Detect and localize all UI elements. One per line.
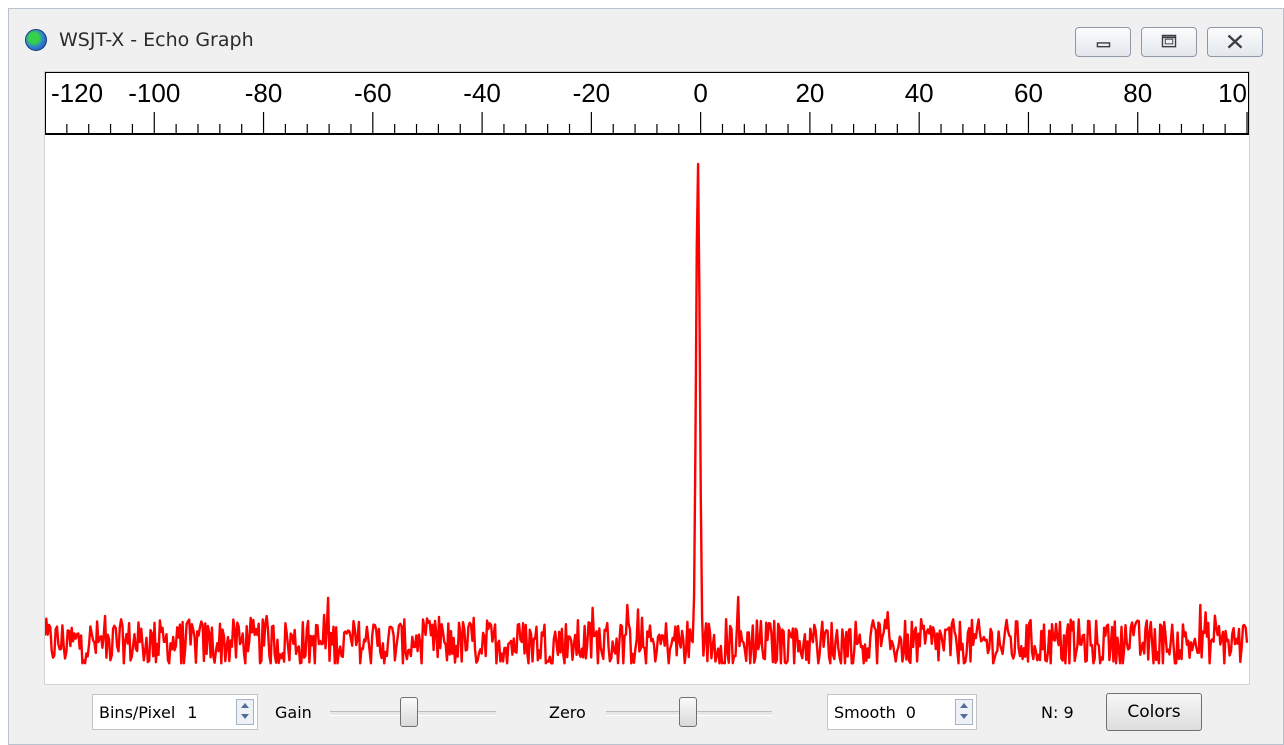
x-tick-label: 20 — [795, 78, 824, 108]
bins-per-pixel-value[interactable]: 1 — [187, 702, 198, 722]
x-tick-label: 60 — [1014, 78, 1043, 108]
n-count-label: N: 9 — [1041, 703, 1074, 722]
title-bar[interactable]: WSJT-X - Echo Graph — [9, 9, 1283, 65]
x-tick-label: -60 — [354, 78, 392, 108]
echo-spectrum-plot: -120 -100 -80 -60 -40 -20 0 20 40 60 80 10 — [44, 71, 1250, 685]
maximize-icon — [1161, 34, 1177, 48]
smooth-label: Smooth — [834, 702, 896, 722]
spin-up-icon[interactable] — [956, 700, 972, 712]
bins-spin-arrows-icon[interactable] — [236, 699, 254, 725]
gain-slider[interactable] — [330, 697, 496, 729]
smooth-spinbox[interactable]: Smooth 0 — [827, 694, 977, 730]
minimize-button[interactable] — [1075, 27, 1131, 57]
gain-label: Gain — [275, 703, 312, 722]
minimize-icon — [1096, 42, 1111, 48]
spin-down-icon[interactable] — [956, 712, 972, 724]
x-tick-label: 0 — [693, 78, 707, 108]
zero-slider-handle[interactable] — [679, 697, 697, 727]
control-bar: Bins/Pixel 1 Gain Zero Smooth 0 N: 9 — [9, 689, 1283, 739]
bins-per-pixel-label: Bins/Pixel — [99, 702, 176, 722]
bins-per-pixel-spinbox[interactable]: Bins/Pixel 1 — [92, 694, 258, 730]
x-tick-label: 40 — [905, 78, 934, 108]
x-tick-label: -40 — [463, 78, 501, 108]
gain-slider-handle[interactable] — [400, 697, 418, 727]
x-axis-box — [45, 72, 1249, 135]
smooth-spin-arrows-icon[interactable] — [955, 699, 973, 725]
x-tick-label: -120 — [51, 78, 103, 108]
x-tick-label: 80 — [1123, 78, 1152, 108]
x-tick-label: 10 — [1218, 78, 1247, 108]
close-button[interactable] — [1207, 27, 1263, 57]
maximize-button[interactable] — [1141, 27, 1197, 57]
x-tick-label: -80 — [245, 78, 283, 108]
window-title: WSJT-X - Echo Graph — [59, 29, 254, 51]
spin-down-icon[interactable] — [237, 712, 253, 724]
x-tick-label: -20 — [573, 78, 611, 108]
echo-spectrum-chart: -120 -100 -80 -60 -40 -20 0 20 40 60 80 10 — [45, 72, 1249, 665]
smooth-value[interactable]: 0 — [905, 702, 916, 722]
zero-slider[interactable] — [606, 697, 772, 729]
colors-button[interactable]: Colors — [1106, 693, 1202, 731]
zero-label: Zero — [549, 703, 586, 722]
echo-graph-window: WSJT-X - Echo Graph -120 -100 -80 -60 -40 -20… — [8, 8, 1284, 745]
echo-signal-trace — [45, 162, 1249, 665]
x-tick-label: -100 — [128, 78, 180, 108]
spin-up-icon[interactable] — [237, 700, 253, 712]
close-icon — [1227, 34, 1243, 49]
wsjtx-globe-icon — [25, 29, 47, 51]
